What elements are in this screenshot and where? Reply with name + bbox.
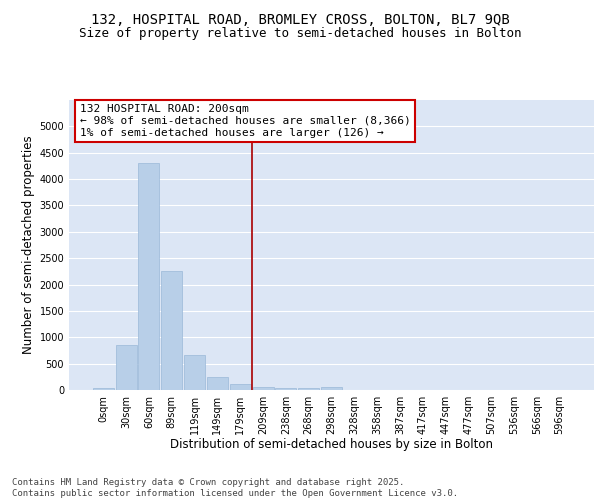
Bar [207, 377, 228, 390]
Bar [253, 386, 274, 390]
Bar [184, 354, 205, 390]
Text: 132, HOSPITAL ROAD, BROMLEY CROSS, BOLTON, BL7 9QB: 132, HOSPITAL ROAD, BROMLEY CROSS, BOLTO… [91, 12, 509, 26]
Bar [93, 388, 114, 390]
Text: Size of property relative to semi-detached houses in Bolton: Size of property relative to semi-detach… [79, 28, 521, 40]
Bar [275, 388, 296, 390]
Text: 132 HOSPITAL ROAD: 200sqm
← 98% of semi-detached houses are smaller (8,366)
1% o: 132 HOSPITAL ROAD: 200sqm ← 98% of semi-… [79, 104, 410, 138]
Text: Contains HM Land Registry data © Crown copyright and database right 2025.
Contai: Contains HM Land Registry data © Crown c… [12, 478, 458, 498]
Bar [139, 164, 160, 390]
X-axis label: Distribution of semi-detached houses by size in Bolton: Distribution of semi-detached houses by … [170, 438, 493, 452]
Bar [298, 388, 319, 390]
Bar [116, 344, 137, 390]
Y-axis label: Number of semi-detached properties: Number of semi-detached properties [22, 136, 35, 354]
Bar [161, 272, 182, 390]
Bar [321, 388, 342, 390]
Bar [230, 384, 251, 390]
